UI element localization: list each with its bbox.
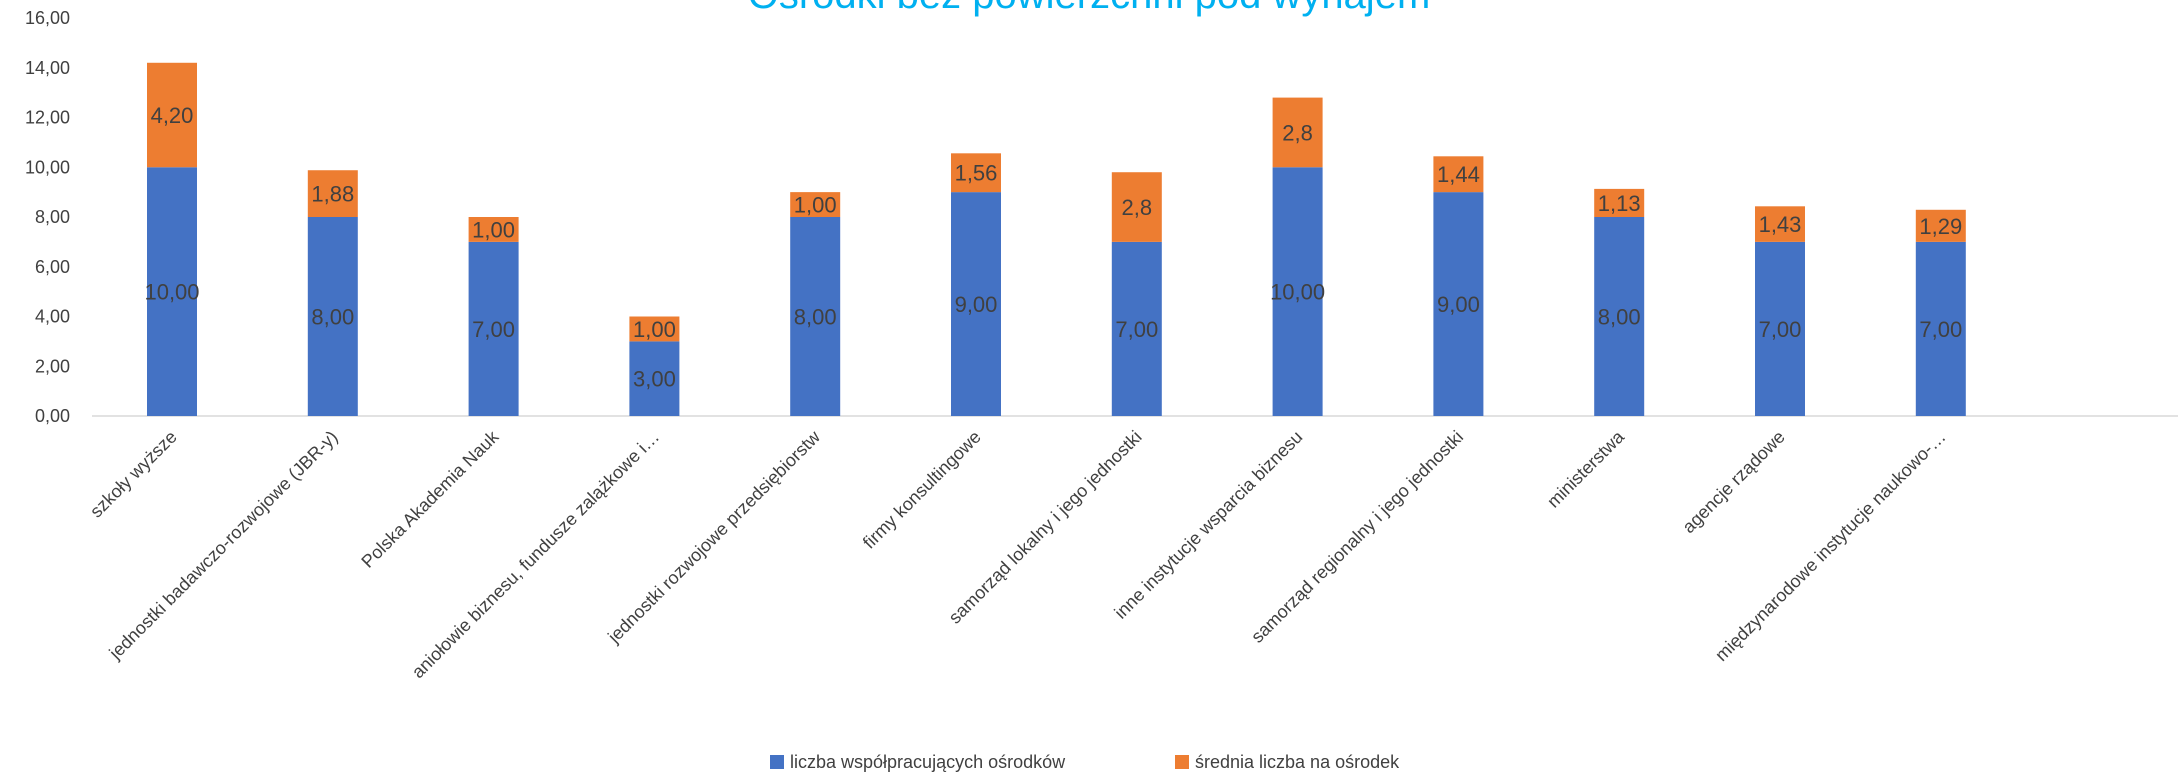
bars: 10,00 4,20 8,00 1,88 7,00 1,00 3,00 1,00 8,00 1,0… xyxy=(144,62,1966,416)
bar-segment xyxy=(1594,188,1645,217)
data-label: 7,00 xyxy=(472,317,515,342)
data-label: 2,8 xyxy=(1282,120,1313,145)
data-label: 1,00 xyxy=(472,217,515,242)
category-label: agencje rządowe xyxy=(1678,427,1788,537)
bar-segment xyxy=(147,62,197,168)
bar-segment xyxy=(307,217,358,416)
bar-segment xyxy=(1594,217,1645,416)
legend-label: średnia liczba na ośrodek xyxy=(1195,752,1400,772)
bar-segment xyxy=(790,192,841,217)
bar-segment xyxy=(951,153,1001,193)
bar-segment xyxy=(1433,156,1484,193)
bar-segment xyxy=(951,192,1001,416)
data-label: 9,00 xyxy=(955,292,998,317)
category-label: ministerstwa xyxy=(1543,426,1629,512)
category-label: inne instytucje wsparcia biznesu xyxy=(1110,427,1306,623)
data-label: 1,13 xyxy=(1598,191,1641,216)
legend-swatch xyxy=(770,755,784,769)
y-tick-label: 6,00 xyxy=(35,257,70,277)
y-tick-label: 12,00 xyxy=(25,108,70,128)
bar-segment xyxy=(629,341,680,416)
data-label: 10,00 xyxy=(1270,280,1325,305)
bar-segment xyxy=(147,167,197,416)
data-label: 1,00 xyxy=(794,193,837,218)
y-tick-label: 2,00 xyxy=(35,356,70,376)
category-label: szkoły wyższe xyxy=(86,427,181,522)
category-label: samorząd lokalny i jego jednostki xyxy=(945,427,1146,628)
y-tick-label: 8,00 xyxy=(35,207,70,227)
y-tick-label: 16,00 xyxy=(25,8,70,28)
data-label: 4,20 xyxy=(151,103,194,128)
category-label: Polska Akademia Nauk xyxy=(357,426,503,572)
legend-label: liczba współpracujących ośrodków xyxy=(790,752,1066,772)
legend: liczba współpracujących ośrodków średnia … xyxy=(770,752,1400,772)
bar-segment xyxy=(1915,241,1966,416)
data-label: 8,00 xyxy=(311,305,354,330)
data-label: 1,43 xyxy=(1759,212,1802,237)
data-label: 8,00 xyxy=(1598,305,1641,330)
bar-segment xyxy=(1755,206,1805,242)
bar-segment xyxy=(1755,241,1805,416)
y-tick-label: 10,00 xyxy=(25,157,70,177)
category-label: firmy konsultingowe xyxy=(859,427,985,553)
bar-segment xyxy=(1433,192,1484,416)
data-label: 1,88 xyxy=(311,182,354,207)
y-tick-label: 0,00 xyxy=(35,406,70,426)
data-label: 7,00 xyxy=(1919,317,1962,342)
bar-segment xyxy=(1272,97,1323,168)
data-label: 1,56 xyxy=(955,161,998,186)
legend-swatch xyxy=(1175,755,1189,769)
data-label: 9,00 xyxy=(1437,292,1480,317)
y-tick-label: 4,00 xyxy=(35,307,70,327)
bar-segment xyxy=(1111,172,1162,242)
chart-title: Ośrodki bez powierzchni pod wynajem xyxy=(748,0,1431,17)
bar-segment xyxy=(1915,209,1966,242)
data-label: 8,00 xyxy=(794,305,837,330)
data-label: 2,8 xyxy=(1122,195,1153,220)
data-label: 10,00 xyxy=(144,280,199,305)
y-tick-label: 14,00 xyxy=(25,58,70,78)
data-label: 3,00 xyxy=(633,367,676,392)
data-label: 1,44 xyxy=(1437,162,1480,187)
data-label: 7,00 xyxy=(1115,317,1158,342)
y-axis: 0,00 2,00 4,00 6,00 8,00 10,00 12,00 14,00 16,00 xyxy=(25,8,70,426)
data-label: 1,00 xyxy=(633,317,676,342)
data-label: 7,00 xyxy=(1759,317,1802,342)
bar-segment xyxy=(629,316,680,342)
bar-segment xyxy=(790,217,841,416)
bar-segment xyxy=(468,217,519,242)
data-label: 1,29 xyxy=(1919,214,1962,239)
category-label: aniołowie biznesu, fundusze zalążkowe i… xyxy=(408,427,663,682)
bar-segment xyxy=(1272,167,1323,416)
bar-segment xyxy=(468,241,519,416)
bar-segment xyxy=(1111,241,1162,416)
bar-segment xyxy=(307,170,358,217)
